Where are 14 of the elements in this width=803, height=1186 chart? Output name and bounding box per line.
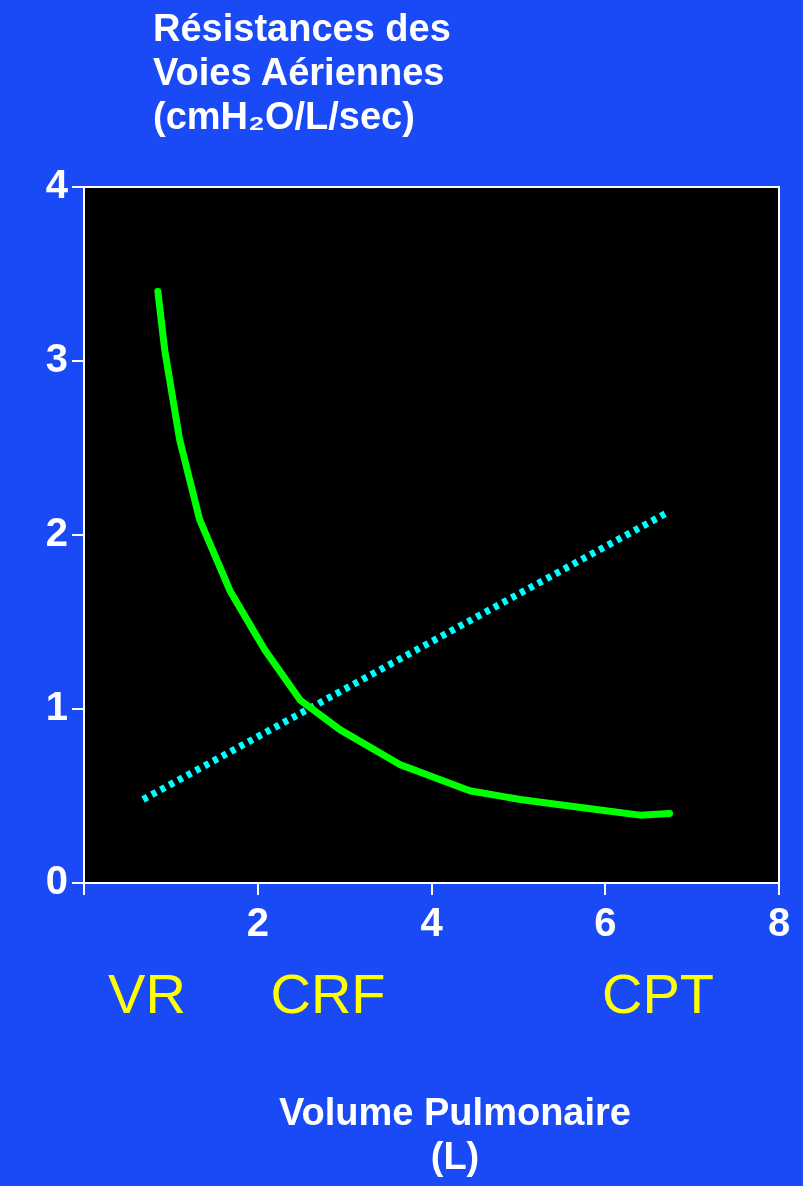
- y-tick-label: 1: [45, 684, 68, 729]
- text: CPT: [602, 962, 714, 1026]
- y-tick-label: 4: [45, 162, 69, 207]
- x-tick-label: 2: [246, 900, 269, 945]
- x-tick-label: 8: [767, 900, 791, 945]
- y-tick-label: 3: [45, 336, 68, 381]
- text: CRF: [270, 962, 386, 1026]
- x-tick-label: 4: [420, 900, 444, 945]
- y-tick-label: 0: [45, 858, 68, 903]
- y-tick-label: 2: [45, 510, 68, 555]
- y-axis-title: Résistances des Voies Aériennes (cmH₂O/L/sec): [153, 6, 452, 138]
- x-tick-label: 6: [594, 900, 617, 945]
- text: VR: [108, 962, 186, 1026]
- x-axis-title: Volume Pulmonaire (L): [278, 1090, 632, 1178]
